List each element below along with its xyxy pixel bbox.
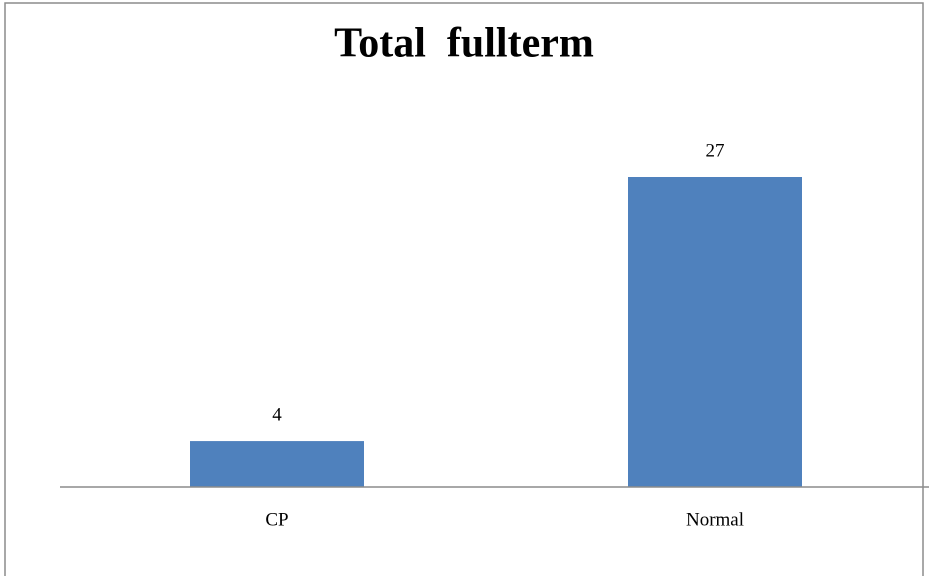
bar bbox=[190, 441, 364, 487]
x-tick-label: Normal bbox=[686, 509, 744, 530]
data-label: 27 bbox=[706, 140, 725, 161]
x-tick-label: CP bbox=[265, 509, 288, 530]
chart-title: Total fullterm bbox=[334, 21, 594, 67]
bar bbox=[628, 177, 802, 487]
data-label: 4 bbox=[272, 404, 282, 425]
